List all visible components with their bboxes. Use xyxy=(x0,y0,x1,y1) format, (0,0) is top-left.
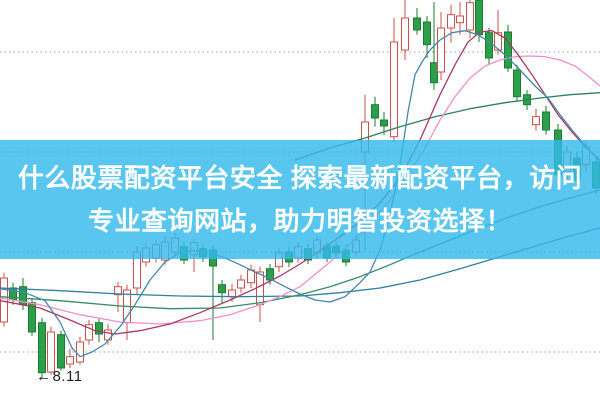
ma-short-teal xyxy=(0,30,600,358)
banner-text-line2: 专业查询网站，助力明智投资选择！ xyxy=(87,206,512,236)
banner-text-line1: 什么股票配资平台安全 探索最新配资平台，访问 xyxy=(17,163,583,193)
overlay-banner: 什么股票配资平台安全 探索最新配资平台，访问 专业查询网站，助力明智投资选择！ xyxy=(0,140,600,259)
low-price-label: 8.11 xyxy=(52,368,83,385)
low-price-marker: ←8.11 xyxy=(36,368,83,386)
left-arrow-icon: ← xyxy=(36,368,52,385)
